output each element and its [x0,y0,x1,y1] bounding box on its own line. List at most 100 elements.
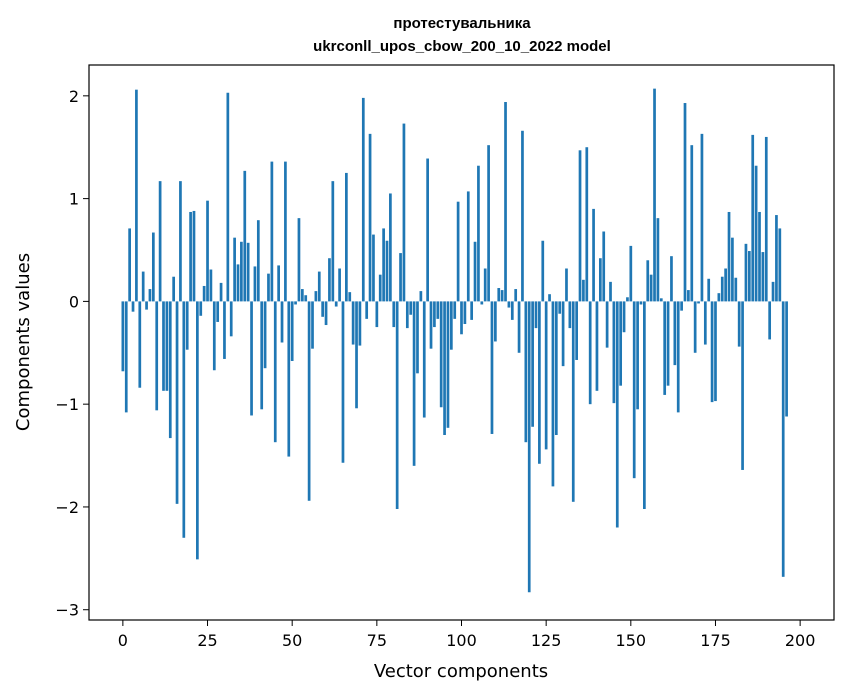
bar-76 [378,274,382,302]
bar-177 [720,276,724,302]
bar-152 [636,301,639,410]
bar-124 [541,240,545,302]
bar-107 [483,268,487,302]
bar-111 [497,288,501,302]
bar-144 [609,281,612,302]
bar-159 [659,298,663,302]
bar-134 [575,301,578,360]
bar-29 [219,282,223,302]
bar-13 [165,301,169,391]
bar-90 [426,158,429,302]
bar-18 [182,301,186,538]
bar-160 [663,301,667,395]
bar-52 [297,218,301,302]
x-tick-label: 175 [700,631,731,650]
bar-194 [778,228,782,302]
bar-118 [521,130,524,302]
bar-70 [358,301,362,346]
bar-58 [317,271,321,302]
bar-6 [141,271,145,302]
bar-23 [199,301,203,316]
bar-53 [300,289,304,302]
bar-46 [277,265,280,302]
bar-193 [775,215,778,302]
bar-156 [649,274,653,302]
bar-196 [785,301,788,417]
bar-126 [548,294,551,302]
chart-title-line-1: протестувальника [393,15,531,32]
bar-66 [345,172,348,302]
bar-98 [453,301,457,319]
bar-119 [524,301,528,443]
bar-188 [758,211,761,302]
bar-88 [419,291,423,302]
bar-19 [185,301,189,350]
bar-86 [412,301,416,466]
chart-title-line-2: ukrconll_upos_cbow_200_10_2022 model [313,38,611,55]
bar-87 [416,301,419,374]
bar-169 [693,301,697,353]
bar-103 [470,301,474,320]
bar-158 [656,218,660,302]
bar-102 [466,191,470,302]
bar-121 [531,301,534,427]
bar-9 [151,232,155,302]
bar-61 [328,258,331,302]
bar-120 [527,301,531,593]
bar-38 [250,301,253,416]
bar-153 [639,301,643,305]
bar-40 [256,220,260,302]
bar-140 [595,301,599,391]
x-tick-label: 50 [282,631,302,650]
bar-60 [324,301,328,326]
bar-41 [260,301,264,410]
bar-100 [460,301,463,335]
x-axis-ticks: 0 25 50 75 100 125 150 175 200 [118,620,815,650]
bar-11 [158,181,162,302]
bar-54 [304,295,308,302]
bar-145 [612,301,616,404]
bar-113 [504,102,507,302]
bar-45 [273,301,277,443]
bar-185 [747,251,751,302]
x-tick-label: 150 [616,631,647,650]
bar-4 [135,89,138,302]
bar-149 [626,297,629,302]
bar-74 [372,234,375,302]
y-axis-label: Components values [13,253,34,431]
bar-32 [229,301,233,337]
bar-55 [307,301,311,501]
bar-84 [405,301,409,329]
bar-33 [233,237,236,302]
bar-28 [216,301,220,322]
bar-12 [162,301,165,391]
y-tick-label: −2 [55,498,79,517]
x-tick-label: 0 [118,631,128,650]
bar-163 [673,301,677,366]
bar-48 [284,161,287,302]
bar-136 [582,279,585,302]
bar-168 [690,145,694,302]
bar-62 [331,181,335,302]
bar-67 [348,292,352,302]
bar-109 [490,301,494,434]
bar-10 [155,301,159,411]
bar-96 [446,301,450,428]
bar-56 [311,301,314,349]
bar-69 [355,301,358,409]
bar-89 [422,301,426,418]
bar-79 [389,193,392,302]
bar-31 [226,92,230,302]
bar-8 [148,289,152,302]
bar-94 [439,301,443,408]
bar-170 [697,301,700,304]
bar-183 [741,301,744,470]
bar-164 [676,301,680,413]
bar-150 [629,245,633,302]
bar-25 [206,200,209,302]
bar-44 [270,161,274,302]
x-tick-label: 75 [367,631,387,650]
bar-139 [592,208,595,302]
bar-99 [456,201,460,302]
bar-2 [128,228,131,302]
